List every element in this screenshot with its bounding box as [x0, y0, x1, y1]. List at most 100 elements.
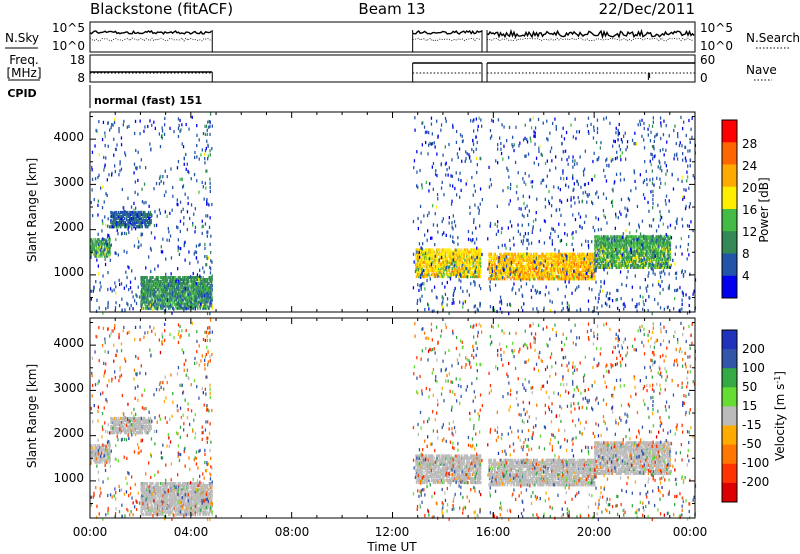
power-echo	[616, 259, 618, 263]
power-echo	[192, 304, 194, 308]
power-echo	[647, 261, 649, 265]
power-echo	[628, 255, 630, 259]
power-echo	[633, 265, 635, 269]
power-echo	[179, 286, 181, 290]
power-echo	[211, 290, 213, 294]
power-echo	[640, 251, 642, 255]
power-echo	[134, 210, 136, 215]
power-echo	[619, 261, 621, 265]
power-echo	[623, 259, 626, 263]
power-echo	[134, 217, 136, 221]
power-echo	[200, 302, 203, 306]
power-echo	[654, 245, 656, 249]
power-echo	[196, 300, 198, 304]
power-echo	[151, 284, 153, 288]
power-echo	[176, 292, 178, 296]
power-echo	[551, 277, 554, 281]
power-echo	[109, 244, 111, 248]
power-echo	[622, 255, 624, 259]
power-echo	[473, 264, 476, 268]
power-echo	[614, 253, 616, 257]
power-echo	[453, 260, 455, 264]
power-echo	[599, 265, 602, 269]
power-echo	[528, 267, 530, 271]
power-echo	[637, 243, 639, 247]
power-echo	[144, 288, 147, 292]
power-echo	[175, 294, 177, 298]
power-echo	[660, 237, 662, 241]
power-echo	[528, 258, 530, 262]
power-echo	[687, 164, 689, 168]
power-echo	[149, 284, 151, 288]
power-echo	[102, 250, 104, 254]
power-echo	[499, 136, 501, 140]
power-echo	[452, 235, 454, 239]
power-echo	[520, 278, 522, 282]
power-echo	[140, 282, 142, 286]
nsky-label: N.Sky	[5, 31, 39, 45]
power-echo	[140, 300, 142, 304]
power-echo	[452, 262, 454, 266]
power-echo	[472, 254, 474, 258]
power-echo	[165, 278, 167, 282]
power-echo	[200, 296, 203, 300]
power-echo	[441, 180, 443, 184]
power-echo	[151, 282, 153, 286]
power-echo	[198, 288, 200, 292]
power-echo	[519, 256, 521, 260]
power-echo	[149, 210, 152, 215]
power-echo	[488, 267, 491, 271]
power-echo	[466, 270, 468, 274]
power-echo	[558, 277, 560, 281]
power-echo	[430, 256, 433, 260]
power-echo	[528, 273, 530, 277]
power-echo	[478, 258, 481, 262]
power-echo	[459, 260, 462, 264]
power-echo	[125, 212, 128, 217]
power-echo	[480, 274, 482, 279]
power-echo	[578, 277, 580, 281]
power-echo	[96, 254, 99, 258]
power-echo	[136, 221, 138, 225]
power-echo	[541, 260, 543, 265]
power-echo	[668, 241, 670, 245]
power-echo	[466, 260, 468, 264]
power-echo	[432, 270, 435, 274]
power-echo	[650, 241, 652, 245]
power-echo	[115, 219, 117, 223]
power-echo	[464, 266, 466, 270]
power-echo	[470, 258, 472, 262]
power-echo	[436, 254, 438, 258]
power-echo	[500, 256, 503, 260]
power-echo	[645, 243, 647, 247]
power-echo	[203, 282, 205, 286]
power-echo	[185, 167, 187, 171]
power-echo	[149, 288, 151, 292]
power-echo	[176, 282, 178, 286]
power-echo	[209, 280, 211, 284]
power-echo	[124, 223, 126, 227]
power-echo	[449, 258, 452, 262]
power-echo	[437, 264, 440, 268]
power-echo	[476, 270, 479, 274]
power-echo	[175, 306, 177, 310]
power-echo	[604, 255, 607, 259]
power-echo	[527, 262, 529, 267]
power-echo	[665, 261, 667, 265]
power-echo	[436, 119, 438, 123]
power-echo	[451, 252, 453, 256]
power-echo	[488, 269, 491, 273]
power-echo	[546, 258, 548, 262]
power-echo	[524, 258, 527, 262]
power-echo	[434, 274, 436, 279]
power-echo	[432, 254, 435, 258]
power-echo	[518, 267, 520, 271]
power-echo	[200, 278, 202, 282]
power-echo	[107, 248, 109, 252]
power-echo	[95, 254, 97, 258]
power-echo	[201, 282, 203, 286]
power-echo	[180, 286, 182, 290]
power-echo	[505, 273, 507, 277]
power-echo	[513, 270, 515, 274]
power-echo	[582, 262, 585, 267]
